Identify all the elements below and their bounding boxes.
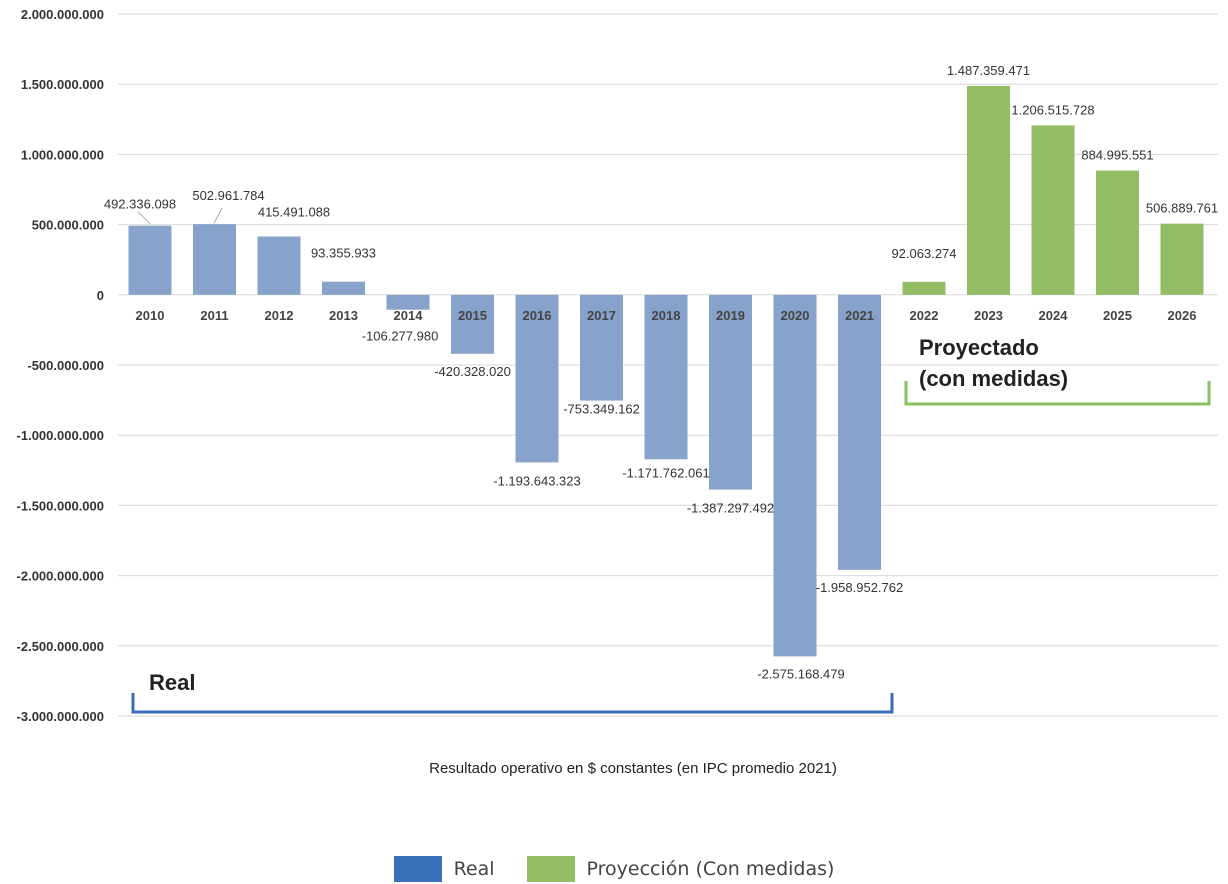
bar-2021: [838, 294, 881, 570]
legend-swatch-real: [393, 856, 442, 882]
bar-2019: [709, 294, 752, 490]
data-label: 1.487.359.471: [947, 63, 1030, 78]
x-tick-label: 2026: [1168, 308, 1197, 323]
data-label: -1.958.952.762: [816, 580, 903, 595]
y-tick-label: 0: [97, 288, 104, 303]
legend-swatch-projection: [526, 856, 575, 882]
x-tick-label: 2018: [652, 308, 681, 323]
bar-2025: [1096, 170, 1139, 295]
x-tick-label: 2025: [1103, 308, 1132, 323]
bar-2015: [451, 294, 494, 354]
y-tick-label: -2.500.000.000: [17, 639, 104, 654]
bar-2014: [386, 294, 430, 310]
data-label: 93.355.933: [311, 246, 376, 261]
data-label: -2.575.168.479: [757, 666, 844, 681]
data-label: 492.336.098: [104, 197, 176, 212]
x-axis-categories: 2010 2011 2012 2013 2014 2015 2016 2017 2018 2019…: [136, 308, 1197, 323]
bar-2011: [193, 224, 236, 295]
y-axis-ticks: 2.000.000.000 1.500.000.000 1.000.000.000 5…: [17, 7, 104, 724]
label-leader-line: [213, 207, 223, 224]
label-leader-line: [137, 211, 151, 225]
data-label: -1.387.297.492: [687, 501, 774, 516]
bar-2022: [902, 281, 946, 295]
projection-bracket: [904, 381, 1211, 406]
legend-item-real: Real: [393, 856, 495, 882]
bar-2010: [128, 225, 172, 295]
x-tick-label: 2015: [458, 308, 487, 323]
bar-2023: [967, 85, 1010, 295]
bar-2026: [1160, 223, 1204, 295]
bar-2017: [580, 294, 623, 401]
legend: Real Proyección (Con medidas): [0, 856, 1228, 882]
real-annotation: Real: [149, 670, 195, 695]
bar-2012: [257, 236, 301, 295]
bar-2013: [322, 281, 365, 295]
projection-annotation-line1: Proyectado: [919, 335, 1039, 360]
x-axis-label: Resultado operativo en $ constantes (en …: [429, 760, 837, 777]
data-label: 1.206.515.728: [1011, 102, 1094, 117]
legend-label-real: Real: [453, 858, 495, 880]
y-tick-label: 2.000.000.000: [21, 7, 104, 22]
x-tick-label: 2010: [136, 308, 165, 323]
legend-item-projection: Proyección (Con medidas): [526, 856, 835, 882]
x-tick-label: 2022: [910, 308, 939, 323]
bar-2024: [1031, 125, 1075, 295]
projection-annotation-line2: (con medidas): [919, 366, 1068, 391]
bar-2020: [773, 294, 817, 657]
real-bracket: [131, 693, 894, 714]
x-tick-label: 2024: [1039, 308, 1069, 323]
y-tick-label: -1.000.000.000: [17, 428, 104, 443]
data-label: 415.491.088: [258, 204, 330, 219]
x-tick-label: 2017: [587, 308, 616, 323]
y-tick-label: 1.000.000.000: [21, 147, 104, 162]
data-label: 92.063.274: [891, 246, 956, 261]
y-tick-label: -1.500.000.000: [17, 498, 104, 513]
y-tick-label: -3.000.000.000: [17, 709, 104, 724]
x-tick-label: 2011: [200, 308, 228, 323]
x-tick-label: 2023: [974, 308, 1003, 323]
data-label: 502.961.784: [192, 188, 264, 203]
x-tick-label: 2014: [394, 308, 424, 323]
bars: [128, 85, 1204, 657]
bar-2016: [515, 294, 559, 463]
data-label: -753.349.162: [563, 402, 640, 417]
data-label: 506.889.761: [1146, 201, 1218, 216]
legend-label-projection: Proyección (Con medidas): [586, 858, 835, 880]
data-label: -1.193.643.323: [493, 473, 580, 488]
x-tick-label: 2019: [716, 308, 745, 323]
data-label: -1.171.762.061: [622, 465, 709, 480]
data-label: -420.328.020: [434, 364, 511, 379]
data-label: 884.995.551: [1081, 148, 1153, 163]
x-tick-label: 2021: [845, 308, 874, 323]
data-label: -106.277.980: [362, 329, 439, 344]
y-tick-label: -500.000.000: [27, 358, 104, 373]
bar-2018: [644, 294, 688, 460]
y-tick-label: 500.000.000: [32, 218, 104, 233]
x-tick-label: 2016: [523, 308, 552, 323]
y-tick-label: -2.000.000.000: [17, 569, 104, 584]
x-tick-label: 2013: [329, 308, 358, 323]
x-tick-label: 2012: [265, 308, 294, 323]
x-tick-label: 2020: [781, 308, 810, 323]
y-tick-label: 1.500.000.000: [21, 77, 104, 92]
